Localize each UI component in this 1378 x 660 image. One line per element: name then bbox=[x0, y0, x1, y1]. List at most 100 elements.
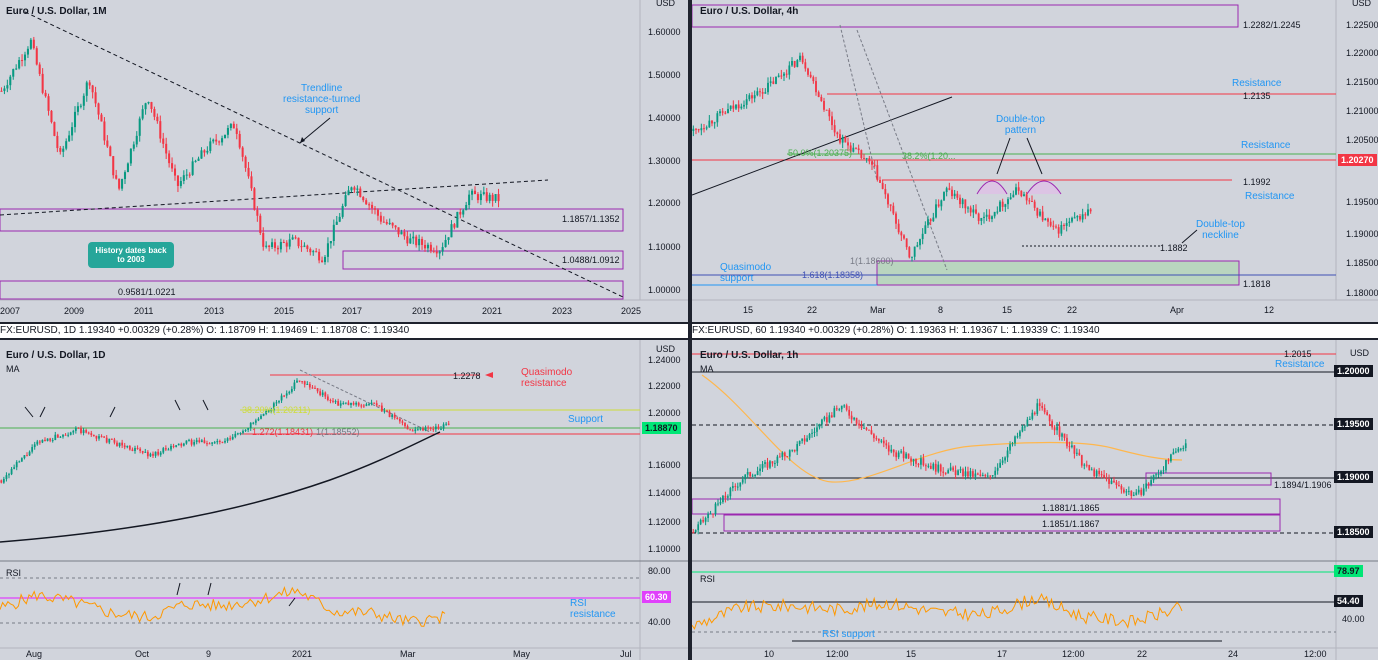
candle-body bbox=[229, 438, 232, 440]
candle-body bbox=[344, 402, 347, 404]
candle-body bbox=[453, 224, 456, 228]
date-tick-3: 8 bbox=[938, 305, 944, 315]
candle-body bbox=[1049, 221, 1052, 226]
candle-body bbox=[927, 219, 929, 226]
candle-body bbox=[300, 246, 303, 248]
candle-body bbox=[1179, 448, 1182, 450]
candle-body bbox=[771, 461, 774, 464]
candle-body bbox=[1031, 412, 1034, 419]
candle-body bbox=[35, 48, 38, 65]
candle-body bbox=[444, 239, 447, 248]
axis-unit: USD bbox=[1352, 0, 1372, 8]
candle-body bbox=[241, 147, 244, 157]
neckline-label: Double-top neckline bbox=[1196, 219, 1245, 241]
candle-body bbox=[297, 237, 300, 247]
candle-body bbox=[315, 251, 318, 253]
candle-body bbox=[813, 431, 816, 433]
daily-chart-svg bbox=[0, 340, 688, 660]
zone-0488-0912 bbox=[342, 250, 624, 270]
candle-body bbox=[836, 132, 839, 135]
candle-body bbox=[1103, 474, 1105, 478]
rsi-legend: RSI bbox=[6, 568, 22, 578]
candle-body bbox=[303, 245, 306, 247]
zone-label-1881: 1.1881/1.1865 bbox=[1042, 503, 1100, 513]
candle-body bbox=[265, 245, 268, 247]
price-tick-0: 1.22500 bbox=[1346, 20, 1378, 30]
candle-body bbox=[910, 458, 912, 462]
candle-body bbox=[692, 128, 695, 131]
candle-body bbox=[105, 437, 108, 443]
candle-body bbox=[756, 91, 759, 96]
candle-body bbox=[1007, 199, 1009, 205]
candle-body bbox=[209, 141, 212, 151]
candle-body bbox=[435, 251, 438, 254]
candle-body bbox=[409, 238, 412, 244]
candle-body bbox=[947, 470, 950, 474]
candle-body bbox=[1006, 450, 1009, 458]
daily-chart-pane[interactable]: Euro / U.S. Dollar, 1D MA USD 1.24000 1.2… bbox=[0, 340, 688, 660]
candle-body bbox=[422, 428, 424, 431]
candle-body bbox=[400, 231, 403, 235]
candle-body bbox=[370, 402, 373, 404]
candle-body bbox=[252, 422, 255, 424]
candle-body bbox=[900, 451, 903, 453]
candle-body bbox=[1110, 480, 1113, 484]
date-tick-7: 12:00 bbox=[1304, 649, 1327, 659]
rsi-value-tag: 60.30 bbox=[642, 591, 671, 603]
candle-body bbox=[77, 427, 80, 429]
price-tick-4: 1.20000 bbox=[648, 198, 681, 208]
date-tick-4: Mar bbox=[400, 649, 416, 659]
candle-body bbox=[956, 193, 959, 198]
value-1818: 1.1818 bbox=[1243, 279, 1271, 289]
candle-body bbox=[206, 150, 209, 153]
monthly-chart-svg bbox=[0, 0, 688, 301]
candle-body bbox=[921, 233, 924, 240]
candle-body bbox=[772, 81, 775, 84]
candle-body bbox=[168, 153, 171, 164]
hourly-chart-pane[interactable]: Euro / U.S. Dollar, 1h MA USD 1.20000 1.… bbox=[692, 340, 1378, 660]
candle-body bbox=[991, 216, 993, 220]
candle-body bbox=[200, 150, 203, 159]
candle-body bbox=[54, 434, 57, 441]
candle-body bbox=[804, 62, 807, 69]
candle-body bbox=[167, 449, 170, 451]
candle-body bbox=[397, 227, 400, 235]
candle-body bbox=[138, 118, 141, 136]
monthly-chart-pane[interactable]: Euro / U.S. Dollar, 1M USD 1.60000 1.5000… bbox=[0, 0, 688, 322]
candle-body bbox=[244, 429, 247, 431]
candle-body bbox=[925, 465, 927, 467]
candle-body bbox=[943, 192, 945, 201]
date-tick-3: 17 bbox=[997, 649, 1008, 659]
candle-body bbox=[1038, 403, 1041, 406]
candle-body bbox=[72, 430, 75, 433]
candle-body bbox=[82, 95, 85, 106]
candle-body bbox=[793, 449, 796, 452]
price-tick-2: 1.21500 bbox=[1346, 77, 1378, 87]
candle-body bbox=[416, 429, 419, 431]
candle-body bbox=[929, 219, 932, 222]
candle-body bbox=[197, 158, 200, 161]
candle-body bbox=[1177, 448, 1180, 452]
candle-body bbox=[1127, 490, 1130, 492]
candle-body bbox=[80, 428, 82, 434]
candle-body bbox=[974, 473, 977, 477]
value-2015: 1.2015 bbox=[1284, 349, 1312, 359]
candle-body bbox=[1085, 464, 1088, 466]
price-tick-1: 1.22000 bbox=[1346, 48, 1378, 58]
candle-body bbox=[285, 393, 288, 396]
candle-body bbox=[711, 120, 713, 124]
candle-body bbox=[371, 204, 374, 209]
candle-body bbox=[401, 421, 404, 423]
candle-body bbox=[394, 225, 397, 228]
candle-body bbox=[727, 108, 729, 114]
candle-body bbox=[110, 438, 113, 440]
candle-body bbox=[426, 244, 429, 249]
4h-chart-pane[interactable]: Euro / U.S. Dollar, 4h USD 1.22500 1.2200… bbox=[692, 0, 1378, 322]
candle-body bbox=[922, 458, 925, 466]
candle-body bbox=[887, 445, 890, 452]
value-2278: 1.2278 bbox=[453, 371, 481, 381]
candle-body bbox=[20, 458, 23, 462]
date-tick-7: 12 bbox=[1264, 305, 1275, 315]
year-tick-2: 2011 bbox=[134, 306, 154, 316]
candle-body bbox=[12, 69, 15, 77]
